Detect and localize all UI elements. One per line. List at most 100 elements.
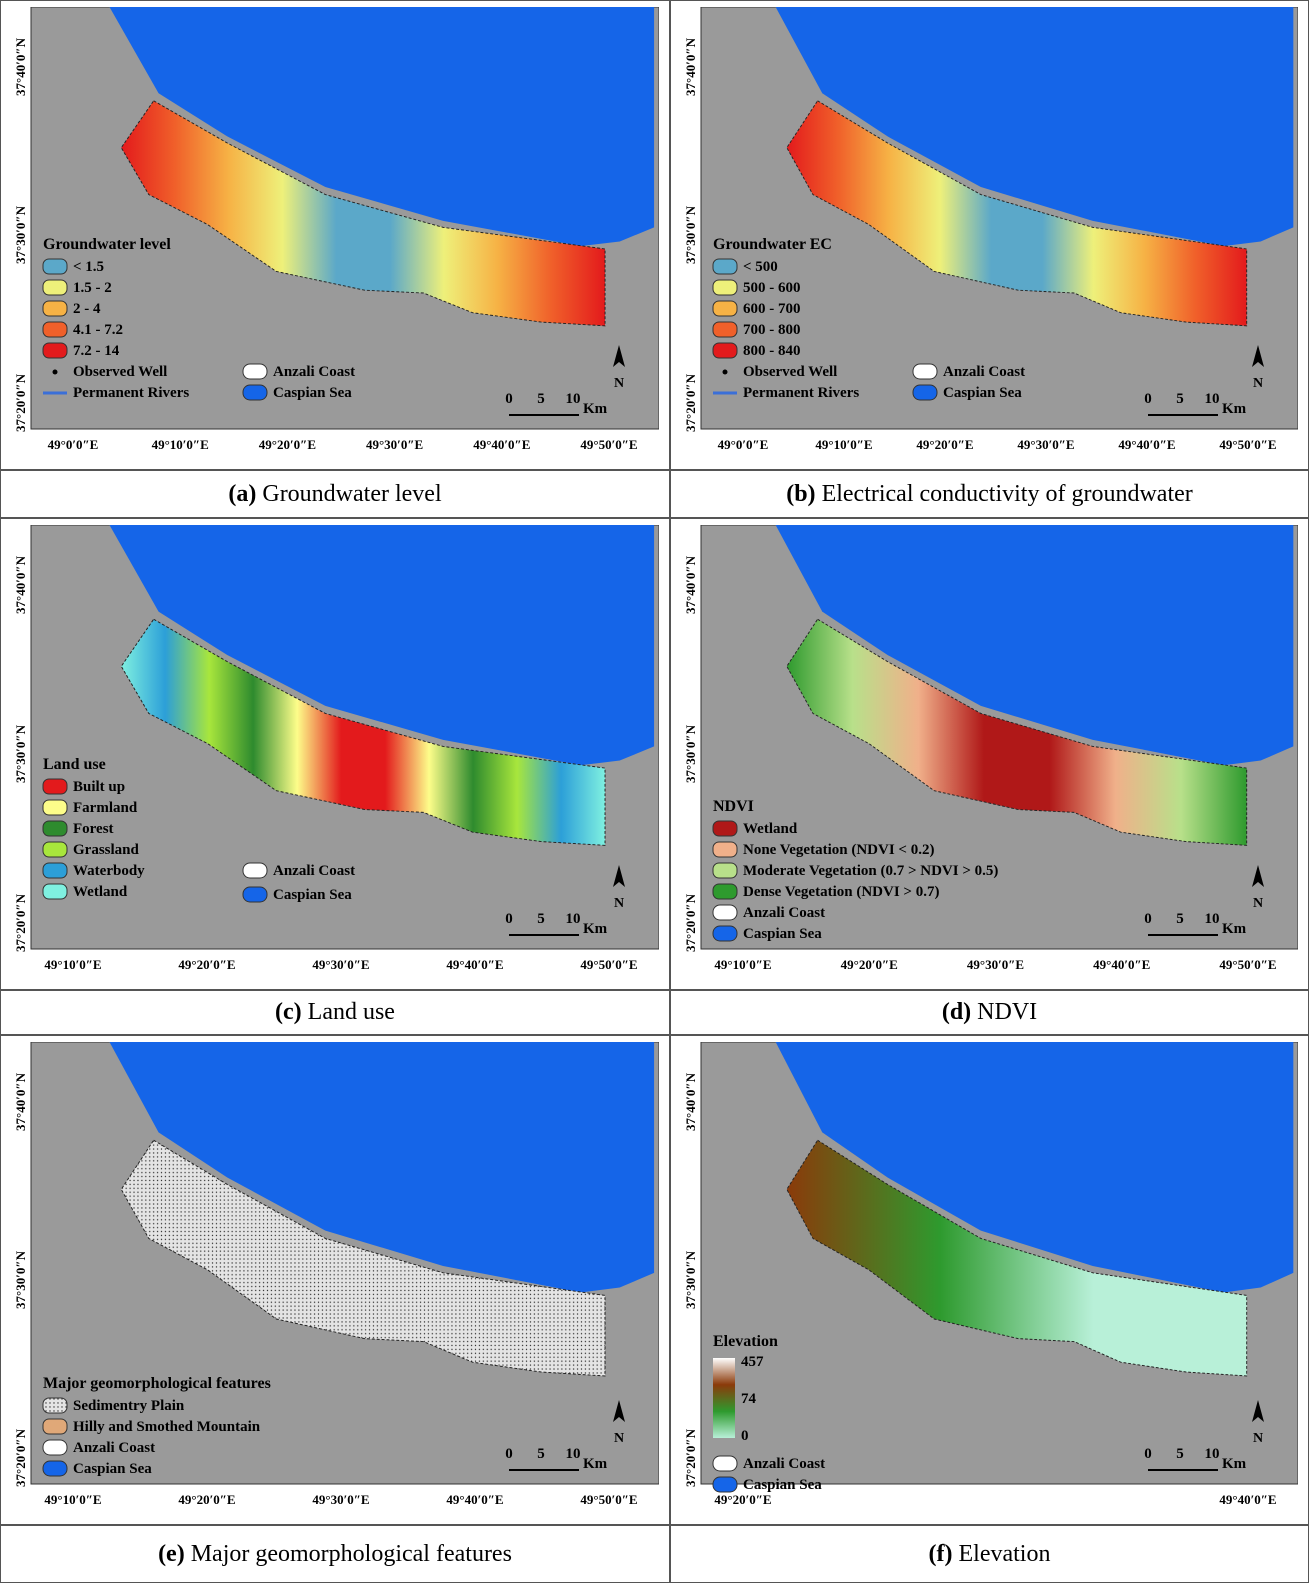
legend-label: Hilly and Smothed Mountain — [73, 1419, 261, 1435]
scale-label: 10 — [566, 1446, 581, 1462]
legend-label: < 1.5 — [73, 259, 104, 275]
map-cell: 37°40′0″N37°30′0″N37°20′0″N49°10′0″E49°2… — [670, 518, 1309, 990]
lon-label: 49°10′0″E — [714, 957, 771, 972]
map: 37°40′0″N37°30′0″N37°20′0″N49°10′0″E49°2… — [13, 525, 659, 983]
legend-label: Observed Well — [73, 364, 167, 380]
lon-label: 49°30′0″E — [312, 957, 369, 972]
ramp — [713, 1358, 735, 1438]
legend-label: Caspian Sea — [743, 926, 822, 942]
legend-label: Dense Vegetation (NDVI > 0.7) — [743, 884, 939, 900]
lon-label: 49°20′0″E — [259, 437, 316, 452]
legend-swatch — [43, 322, 67, 337]
scale-unit: Km — [583, 401, 608, 417]
legend-swatch — [713, 863, 737, 878]
legend-label: Grassland — [73, 842, 140, 858]
caption-cell: (a)Groundwater level — [0, 470, 670, 518]
caption-text: Land use — [308, 999, 395, 1026]
legend-label: Caspian Sea — [943, 385, 1022, 401]
caption-cell: (d)NDVI — [670, 990, 1309, 1035]
scale-unit: Km — [1222, 1456, 1247, 1472]
legend-label: 2 - 4 — [73, 301, 101, 317]
legend-label: Anzali Coast — [743, 1456, 825, 1472]
legend-swatch — [713, 259, 737, 274]
map: 37°40′0″N37°30′0″N37°20′0″N49°10′0″E49°2… — [13, 1042, 659, 1518]
legend-swatch — [43, 821, 67, 836]
north-label: N — [614, 896, 624, 911]
scale-label: 5 — [537, 1446, 545, 1462]
lat-label: 37°30′0″N — [13, 724, 28, 783]
lat-label: 37°30′0″N — [13, 205, 28, 264]
legend-swatch — [243, 887, 267, 902]
lat-label: 37°20′0″N — [13, 373, 28, 432]
map-cell: 37°40′0″N37°30′0″N37°20′0″N49°20′0″E49°4… — [670, 1035, 1309, 1525]
legend-swatch — [713, 1477, 737, 1492]
scale-label: 5 — [1176, 391, 1184, 407]
lat-label: 37°40′0″N — [683, 37, 698, 96]
legend-dot — [723, 370, 728, 375]
legend-label: Caspian Sea — [273, 385, 352, 401]
scale-label: 0 — [505, 1446, 513, 1462]
legend-swatch — [43, 779, 67, 794]
legend-swatch — [713, 821, 737, 836]
legend-swatch — [43, 1461, 67, 1476]
legend-swatch — [43, 842, 67, 857]
caption-cell: (c)Land use — [0, 990, 670, 1035]
lat-label: 37°40′0″N — [683, 1072, 698, 1131]
lat-label: 37°30′0″N — [13, 1250, 28, 1309]
north-label: N — [1253, 896, 1263, 911]
legend-swatch — [43, 800, 67, 815]
lon-label: 49°30′0″E — [967, 957, 1024, 972]
lat-label: 37°20′0″N — [683, 373, 698, 432]
caption-letter: (b) — [786, 481, 815, 508]
lat-label: 37°20′0″N — [13, 893, 28, 952]
lat-label: 37°40′0″N — [13, 37, 28, 96]
north-label: N — [614, 376, 624, 391]
legend-label: Observed Well — [743, 364, 837, 380]
caption-cell: (e)Major geomorphological features — [0, 1525, 670, 1583]
legend-label: Anzali Coast — [743, 905, 825, 921]
caption-text: Elevation — [959, 1541, 1051, 1568]
legend-swatch — [713, 1456, 737, 1471]
lon-label: 49°40′0″E — [1118, 437, 1175, 452]
lon-label: 49°20′0″E — [178, 1492, 235, 1507]
scale-label: 0 — [1144, 1446, 1152, 1462]
lat-label: 37°30′0″N — [683, 724, 698, 783]
legend-title: Groundwater EC — [713, 236, 832, 253]
scale-label: 5 — [537, 911, 545, 927]
legend-title: NDVI — [713, 798, 754, 815]
legend-swatch — [43, 884, 67, 899]
lon-label: 49°40′0″E — [1093, 957, 1150, 972]
caption-text: Groundwater level — [262, 481, 441, 508]
lat-label: 37°30′0″N — [683, 205, 698, 264]
legend-label: Built up — [73, 779, 125, 795]
caption-letter: (c) — [275, 999, 302, 1026]
lon-label: 49°40′0″E — [1219, 1492, 1276, 1507]
legend-swatch — [713, 280, 737, 295]
scale-label: 0 — [505, 391, 513, 407]
legend-swatch — [43, 343, 67, 358]
lat-label: 37°20′0″N — [683, 893, 698, 952]
legend-swatch — [713, 322, 737, 337]
scale-label: 5 — [1176, 911, 1184, 927]
lon-label: 49°0′0″E — [718, 437, 769, 452]
scale-label: 0 — [1144, 911, 1152, 927]
lat-label: 37°20′0″N — [683, 1428, 698, 1487]
legend-swatch — [713, 905, 737, 920]
legend-dot — [53, 370, 58, 375]
legend-label: 1.5 - 2 — [73, 280, 112, 296]
lat-label: 37°40′0″N — [13, 1072, 28, 1131]
legend-swatch — [243, 863, 267, 878]
legend-title: Major geomorphological features — [43, 1375, 271, 1392]
legend-title: Elevation — [713, 1333, 778, 1350]
lon-label: 49°20′0″E — [916, 437, 973, 452]
legend-label: 500 - 600 — [743, 280, 801, 296]
scale-unit: Km — [1222, 921, 1247, 937]
scale-label: 10 — [566, 391, 581, 407]
lon-label: 49°30′0″E — [366, 437, 423, 452]
